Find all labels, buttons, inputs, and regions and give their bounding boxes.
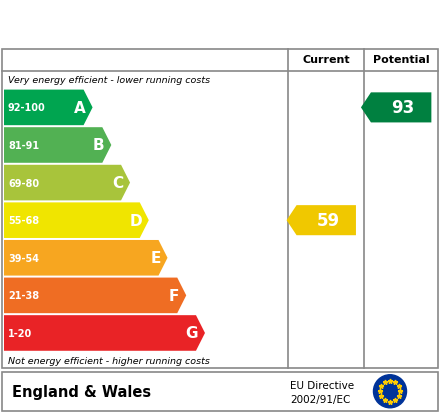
Polygon shape bbox=[4, 128, 111, 164]
Polygon shape bbox=[4, 90, 92, 126]
Text: 59: 59 bbox=[317, 212, 340, 230]
Text: D: D bbox=[129, 213, 142, 228]
Polygon shape bbox=[361, 93, 431, 123]
Text: C: C bbox=[112, 176, 123, 191]
Text: Current: Current bbox=[302, 55, 350, 64]
Text: B: B bbox=[93, 138, 104, 153]
Text: 92-100: 92-100 bbox=[8, 103, 46, 113]
Text: E: E bbox=[150, 251, 161, 266]
Polygon shape bbox=[4, 278, 186, 313]
Polygon shape bbox=[4, 316, 205, 351]
Text: Very energy efficient - lower running costs: Very energy efficient - lower running co… bbox=[8, 76, 210, 85]
Text: A: A bbox=[74, 101, 85, 116]
Text: 1-20: 1-20 bbox=[8, 328, 32, 338]
Text: Not energy efficient - higher running costs: Not energy efficient - higher running co… bbox=[8, 356, 210, 365]
Polygon shape bbox=[4, 240, 168, 276]
Text: 2002/91/EC: 2002/91/EC bbox=[290, 394, 350, 404]
Text: F: F bbox=[169, 288, 179, 303]
Text: G: G bbox=[186, 326, 198, 341]
Text: England & Wales: England & Wales bbox=[12, 384, 151, 399]
Text: Energy Efficiency Rating: Energy Efficiency Rating bbox=[11, 14, 299, 34]
Circle shape bbox=[374, 375, 407, 408]
Text: 21-38: 21-38 bbox=[8, 291, 39, 301]
Text: 55-68: 55-68 bbox=[8, 216, 39, 225]
Text: EU Directive: EU Directive bbox=[290, 380, 354, 390]
Text: 39-54: 39-54 bbox=[8, 253, 39, 263]
Text: 93: 93 bbox=[392, 99, 415, 117]
Text: 69-80: 69-80 bbox=[8, 178, 39, 188]
Polygon shape bbox=[4, 165, 130, 201]
Text: 81-91: 81-91 bbox=[8, 141, 39, 151]
Polygon shape bbox=[4, 203, 149, 238]
Polygon shape bbox=[286, 206, 356, 236]
Text: Potential: Potential bbox=[373, 55, 429, 64]
